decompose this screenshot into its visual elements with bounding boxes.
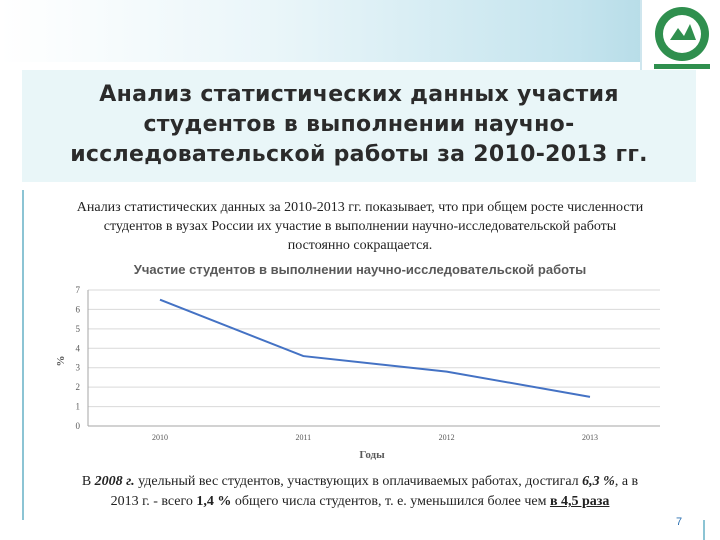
x-axis-label: Годы bbox=[359, 449, 385, 461]
y-tick-label: 5 bbox=[76, 324, 81, 334]
y-tick-label: 3 bbox=[76, 363, 81, 373]
left-rule bbox=[22, 190, 24, 520]
x-tick-label: 2013 bbox=[582, 433, 598, 442]
intro-line-3: постоянно сокращается. bbox=[287, 238, 433, 253]
x-tick-label: 2010 bbox=[152, 433, 168, 442]
x-tick-labels: 2010 2011 2012 2013 bbox=[152, 433, 598, 442]
slide-title: Анализ статистических данных участия сту… bbox=[22, 80, 696, 170]
participation-chart: Участие студентов в выполнении научно-ис… bbox=[40, 258, 680, 468]
series-layer bbox=[159, 298, 591, 398]
chart-title: Участие студентов в выполнении научно-ис… bbox=[134, 262, 586, 277]
footer-text: В 2008 г. удельный вес студентов, участв… bbox=[30, 472, 690, 512]
y-tick-label: 1 bbox=[76, 402, 81, 412]
intro-line-2: студентов в вузах России их участие в вы… bbox=[103, 219, 617, 234]
footer-text-1: В bbox=[81, 474, 95, 489]
title-line-3: исследовательской работы за 2010-2013 гг… bbox=[70, 142, 648, 167]
y-tick-label: 4 bbox=[76, 343, 81, 353]
footer-text-2: удельный вес студентов, участвующих в оп… bbox=[134, 474, 583, 489]
x-tick-label: 2012 bbox=[439, 433, 455, 442]
y-tick-label: 2 bbox=[76, 382, 81, 392]
series-line bbox=[159, 298, 591, 398]
footer-text-5: общего числа студентов, т. е. уменьшился… bbox=[231, 494, 550, 509]
footer-ratio: в 4,5 раза bbox=[549, 494, 610, 509]
intro-line-1: Анализ статистических данных за 2010-201… bbox=[76, 200, 644, 215]
footer-value-2008: 6,3 % bbox=[582, 474, 615, 489]
footer-text-3: , а в bbox=[614, 474, 639, 489]
y-tick-label: 0 bbox=[76, 421, 81, 431]
title-line-1: Анализ статистических данных участия bbox=[99, 82, 619, 107]
y-tick-label: 6 bbox=[76, 304, 81, 314]
title-box bbox=[22, 70, 696, 182]
y-tick-label: 7 bbox=[76, 285, 81, 295]
page-number: 7 bbox=[676, 516, 683, 528]
title-line-2: студентов в выполнении научно- bbox=[143, 112, 575, 137]
grid-layer bbox=[87, 289, 660, 427]
y-tick-labels: 0 1 2 3 4 5 6 7 bbox=[76, 285, 81, 431]
university-logo bbox=[640, 0, 720, 72]
footer-line-1: В 2008 г. удельный вес студентов, участв… bbox=[30, 472, 690, 492]
y-axis-label: % bbox=[55, 356, 67, 367]
footer-line-2: 2013 г. - всего 1,4 % общего числа студе… bbox=[30, 492, 690, 512]
right-rule bbox=[703, 520, 705, 540]
chart-svg: Участие студентов в выполнении научно-ис… bbox=[55, 262, 660, 461]
footer-text-4: 2013 г. - всего bbox=[110, 494, 197, 509]
x-tick-label: 2011 bbox=[295, 433, 311, 442]
footer-year-2008: 2008 г. bbox=[94, 474, 135, 489]
footer-value-2013: 1,4 % bbox=[196, 494, 232, 509]
intro-text: Анализ статистических данных за 2010-201… bbox=[18, 198, 702, 255]
top-band bbox=[0, 0, 720, 62]
